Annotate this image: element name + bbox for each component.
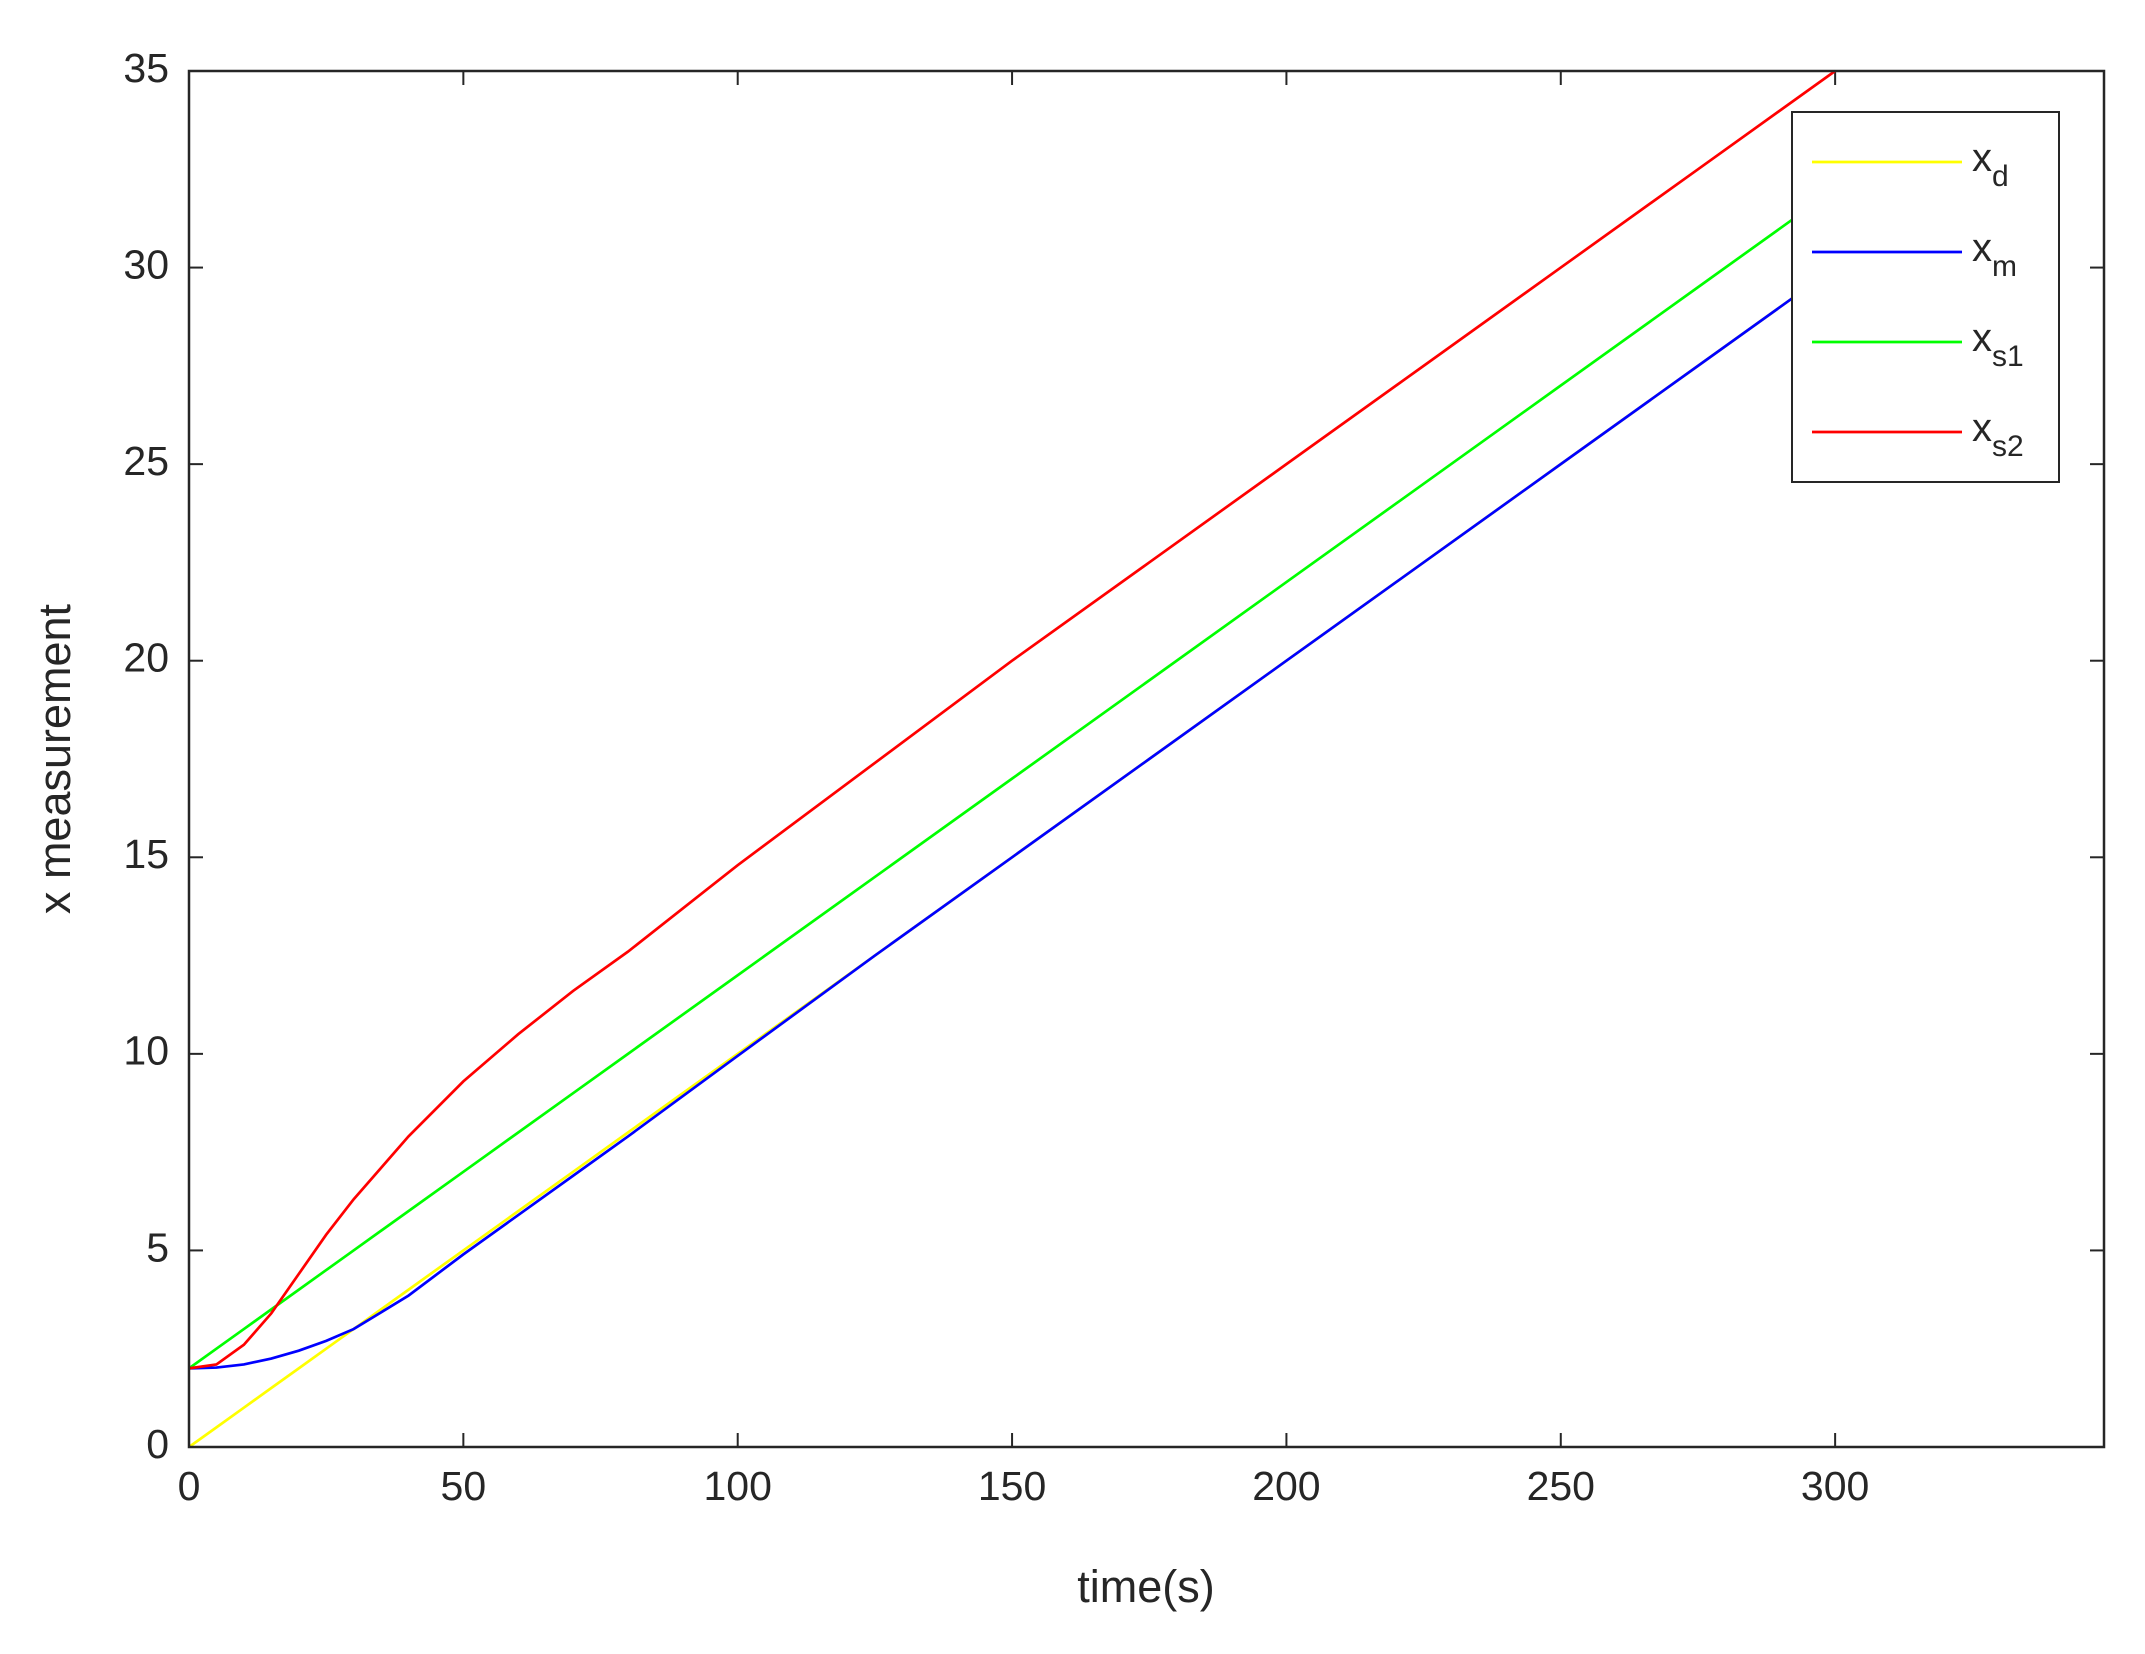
y-tick-label: 25 — [123, 438, 169, 484]
y-tick-label: 30 — [123, 241, 169, 287]
x-axis-label: time(s) — [1077, 1561, 1214, 1612]
y-tick-label: 10 — [123, 1028, 169, 1074]
x-tick-label: 200 — [1252, 1463, 1320, 1509]
y-tick-label: 5 — [146, 1224, 169, 1270]
y-tick-label: 35 — [123, 45, 169, 91]
legend: xd xm xs1 xs2 — [1791, 111, 2060, 483]
x-tick-label: 300 — [1801, 1463, 1869, 1509]
x-tick-label: 100 — [703, 1463, 771, 1509]
y-tick-label: 20 — [123, 635, 169, 681]
series-line — [188, 69, 1836, 1370]
y-tick-label: 0 — [146, 1421, 169, 1467]
legend-label: xm — [1972, 226, 2017, 283]
plot-frame — [187, 69, 2106, 1449]
y-tick-label: 15 — [123, 831, 169, 877]
legend-label: xs1 — [1972, 316, 2024, 373]
series-line — [188, 187, 1836, 1370]
legend-label: xd — [1972, 136, 2009, 193]
series-line — [188, 266, 1836, 1370]
x-tick-label: 250 — [1527, 1463, 1595, 1509]
y-axis-label: x measurement — [29, 603, 80, 914]
x-tick-label: 0 — [178, 1463, 201, 1509]
legend-box — [1791, 111, 2060, 483]
x-tick-label: 50 — [441, 1463, 487, 1509]
x-tick-label: 150 — [978, 1463, 1046, 1509]
legend-label: xs2 — [1972, 406, 2024, 463]
